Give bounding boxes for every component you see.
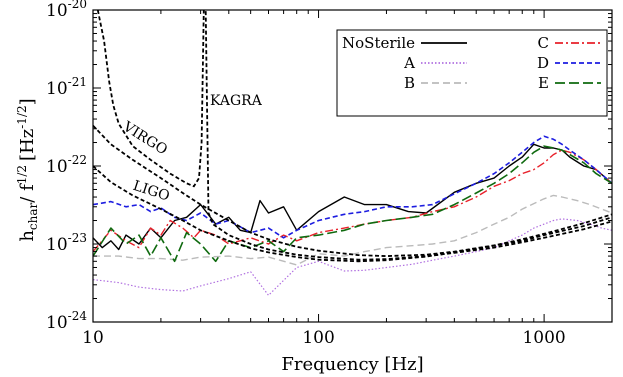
y-tick-label: 10-23 <box>46 231 87 255</box>
y-label-f-sup: 1/2 <box>15 165 29 184</box>
legend-label-e: E <box>538 74 549 92</box>
sensitivity-virgo <box>93 124 612 258</box>
sensitivity-ligo <box>93 165 612 263</box>
plot-data <box>93 135 612 296</box>
sensitivity-kagra <box>96 10 612 261</box>
legend: NoSterile AB CDE <box>336 29 608 117</box>
y-tick-label: 10-22 <box>46 153 87 177</box>
y-tick-label: 10-21 <box>46 75 87 99</box>
y-label-h-sub: char <box>26 202 40 230</box>
sensitivity-curves <box>93 10 612 263</box>
legend-label-c: C <box>538 34 549 52</box>
curve-label-kagra: KAGRA <box>210 93 263 109</box>
series-a <box>93 218 612 296</box>
axis-ticks: 10 100 1000 10-24 10-23 10-22 10-21 10-20 <box>46 0 613 348</box>
x-tick-label: 100 <box>302 328 334 348</box>
series-e <box>93 145 612 263</box>
series-d <box>93 135 612 239</box>
series-nosterile <box>93 143 612 251</box>
y-tick-label: 10-24 <box>46 309 87 333</box>
y-label-hz-sup: -1/2 <box>15 105 29 128</box>
x-tick-label: 10 <box>82 328 104 348</box>
y-tick-label: 10-20 <box>46 0 87 21</box>
x-tick-label: 1000 <box>522 328 565 348</box>
series-c <box>93 149 612 253</box>
y-label-mid: / f <box>17 183 38 203</box>
legend-box <box>336 29 608 117</box>
y-axis-label: hchar/ f1/2 [Hz-1/2] <box>15 98 40 241</box>
legend-label-b: B <box>404 74 415 92</box>
y-label-h: h <box>17 230 38 242</box>
legend-label-d: D <box>537 54 549 72</box>
legend-label-a: A <box>403 54 415 72</box>
y-label-close: ] <box>17 98 38 105</box>
y-label-bracket: [Hz <box>17 129 38 161</box>
series-b <box>93 194 612 266</box>
x-axis-label: Frequency [Hz] <box>281 354 423 375</box>
legend-label-nosterile: NoSterile <box>342 34 415 52</box>
